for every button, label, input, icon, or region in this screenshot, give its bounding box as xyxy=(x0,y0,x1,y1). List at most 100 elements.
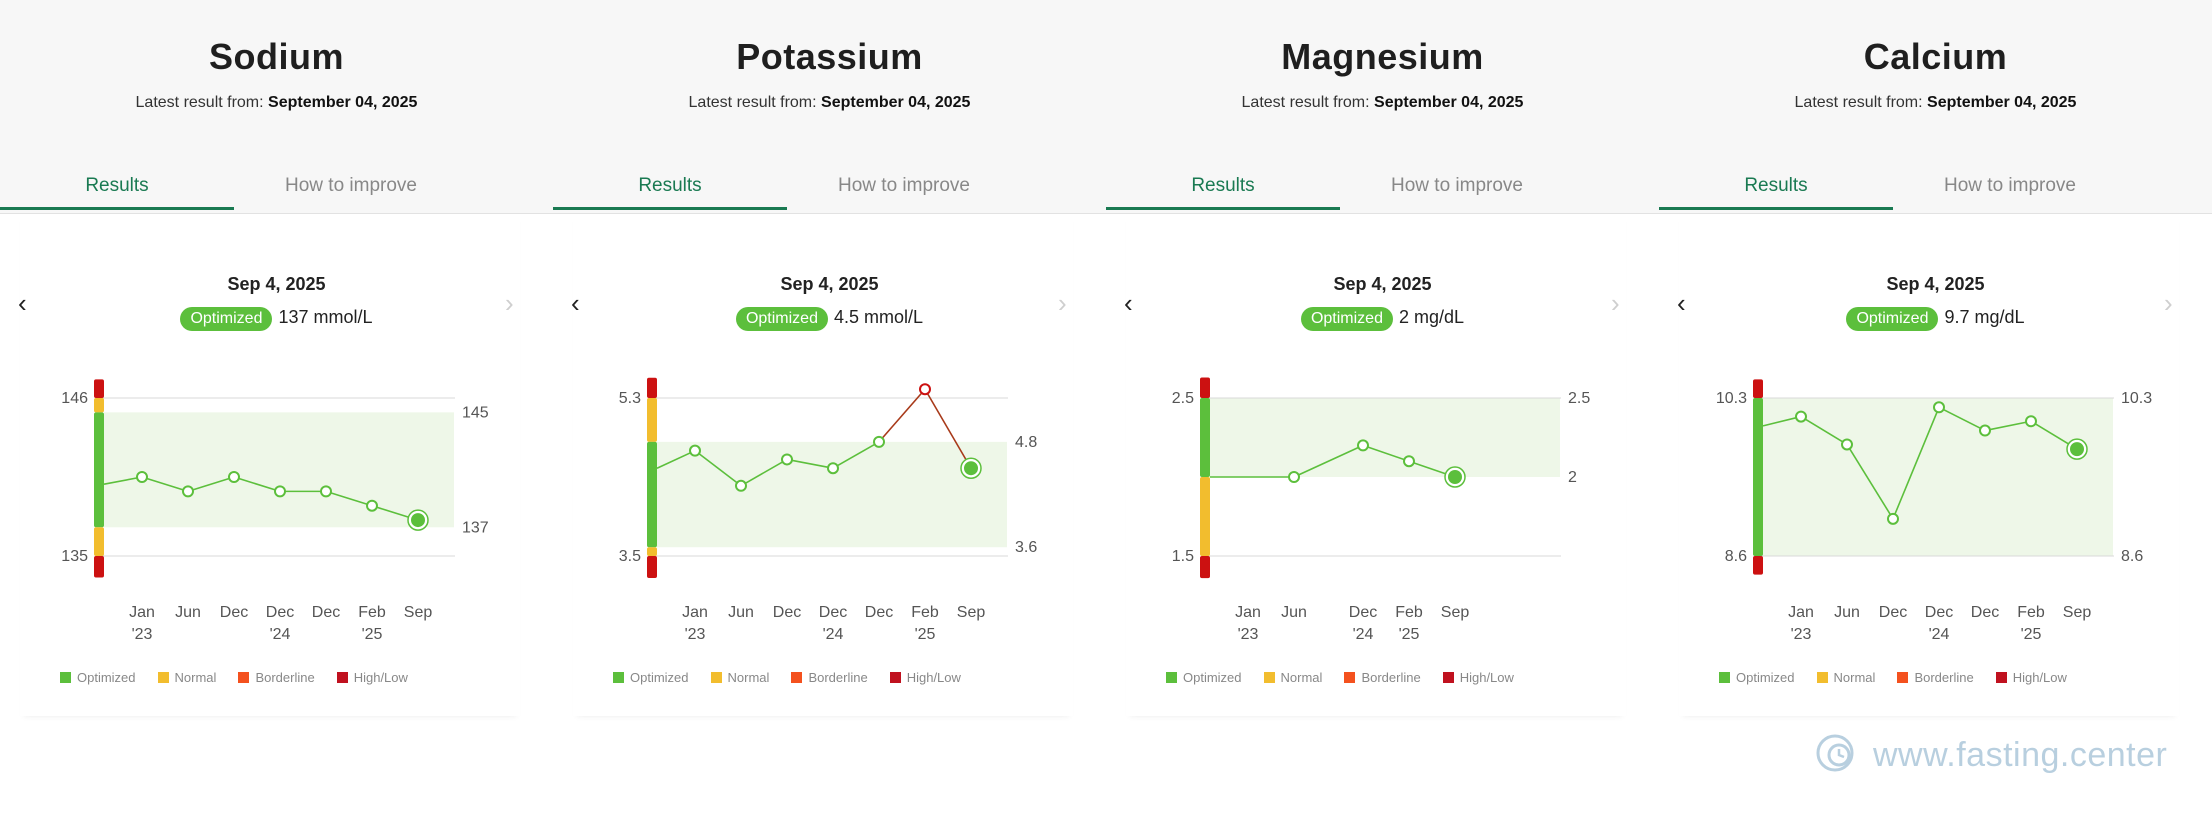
x-tick-label: Dec xyxy=(1349,604,1377,621)
series-line-segment xyxy=(141,476,189,493)
latest-result: Latest result from: September 04, 2025 xyxy=(1106,94,1659,112)
latest-prefix: Latest result from: xyxy=(1794,94,1923,111)
series-line-segment xyxy=(1362,444,1410,462)
data-point[interactable] xyxy=(1403,455,1415,468)
data-point[interactable] xyxy=(919,383,931,396)
x-tick-year-label: '25 xyxy=(362,626,383,643)
data-point[interactable] xyxy=(781,453,793,466)
legend-swatch xyxy=(157,672,169,683)
legend-swatch xyxy=(1719,672,1730,683)
optimal-range-band xyxy=(657,441,1007,548)
latest-date: September 04, 2025 xyxy=(1374,94,1524,111)
x-tick-year-label: '25 xyxy=(1399,626,1420,643)
status-badge: Optimized xyxy=(1300,307,1393,331)
range-label-right: 3.6 xyxy=(1015,539,1037,556)
chevron-left-icon[interactable]: ‹ xyxy=(1124,288,1133,318)
chart-legend: Optimized Normal Borderline High/Low xyxy=(1166,670,1536,685)
series-line-segment xyxy=(1984,420,2032,432)
range-label-right: 8.6 xyxy=(2121,548,2143,565)
panel-potassium: Potassium Latest result from: September … xyxy=(553,0,1106,814)
chevron-left-icon[interactable]: ‹ xyxy=(18,288,27,318)
range-label-right: 2 xyxy=(1568,469,1577,486)
line-chart: 2.5 1.5 2.5 2 Jan '23 Jun Dec '24 Feb '25 Sep xyxy=(1172,377,1590,643)
data-point[interactable] xyxy=(689,444,701,457)
y-tick-label-left: 1.5 xyxy=(1172,548,1194,565)
data-point[interactable] xyxy=(274,485,286,498)
chevron-right-icon[interactable]: › xyxy=(1611,288,1620,318)
legend-label: High/Low xyxy=(353,670,408,685)
tab-how-to-improve[interactable]: How to improve xyxy=(1944,175,2076,196)
range-gauge-segment xyxy=(94,379,104,398)
data-point[interactable] xyxy=(827,462,839,475)
latest-data-point[interactable] xyxy=(2070,442,2084,457)
data-point[interactable] xyxy=(1795,410,1807,423)
data-point[interactable] xyxy=(366,499,378,512)
latest-data-point[interactable] xyxy=(411,513,425,528)
current-date: Sep 4, 2025 xyxy=(1333,274,1432,294)
current-date: Sep 4, 2025 xyxy=(1886,274,1985,294)
panel-sodium: Sodium Latest result from: September 04,… xyxy=(0,0,553,814)
data-point[interactable] xyxy=(1841,438,1853,451)
series-line-segment xyxy=(878,388,926,443)
x-tick-label: Dec xyxy=(312,604,340,621)
tab-how-to-improve[interactable]: How to improve xyxy=(838,175,970,196)
chevron-left-icon[interactable]: ‹ xyxy=(1677,288,1686,318)
series-line-segment xyxy=(1938,406,1986,432)
data-point[interactable] xyxy=(182,485,194,498)
tab-results[interactable]: Results xyxy=(1191,175,1255,196)
latest-data-point[interactable] xyxy=(1448,470,1462,484)
legend-item: Normal xyxy=(157,670,216,685)
legend-swatch xyxy=(336,672,348,683)
y-tick-label-left: 146 xyxy=(61,390,88,407)
legend-label: Optimized xyxy=(1736,670,1795,685)
x-tick-year-label: '23 xyxy=(685,626,706,643)
panel-title: Calcium xyxy=(1863,36,2008,77)
latest-result: Latest result from: September 04, 2025 xyxy=(553,94,1106,112)
x-tick-label: Sep xyxy=(404,604,433,621)
data-point[interactable] xyxy=(1979,424,1991,437)
series-line-segment xyxy=(1892,406,1940,520)
data-point[interactable] xyxy=(1887,512,1899,525)
chevron-right-icon[interactable]: › xyxy=(2164,288,2173,318)
legend-swatch xyxy=(1816,672,1828,683)
x-tick-year-label: '23 xyxy=(1238,626,1259,643)
data-point[interactable] xyxy=(1933,401,1945,414)
chevron-left-icon[interactable]: ‹ xyxy=(571,288,580,318)
data-point[interactable] xyxy=(1288,471,1300,483)
y-tick-label-left: 2.5 xyxy=(1172,390,1194,407)
tab-how-to-improve[interactable]: How to improve xyxy=(285,175,417,196)
data-point[interactable] xyxy=(136,471,148,483)
range-gauge-segment xyxy=(647,441,657,548)
status-badge: Optimized xyxy=(1846,307,1939,331)
data-point[interactable] xyxy=(228,471,240,483)
tab-results[interactable]: Results xyxy=(1744,175,1808,196)
range-gauge-segment xyxy=(1753,379,1763,398)
tab-how-to-improve[interactable]: How to improve xyxy=(1391,175,1523,196)
latest-date: September 04, 2025 xyxy=(1927,94,2077,111)
legend-item: High/Low xyxy=(1995,670,2067,685)
data-point[interactable] xyxy=(735,479,747,492)
x-tick-label: Jan xyxy=(1235,604,1261,621)
data-point[interactable] xyxy=(2025,415,2037,428)
data-point[interactable] xyxy=(873,435,885,448)
x-tick-label: Sep xyxy=(957,604,986,621)
chevron-right-icon[interactable]: › xyxy=(505,288,514,318)
y-tick-label-left: 3.5 xyxy=(619,548,641,565)
line-chart: 5.3 3.5 4.8 3.6 Jan '23 Jun Dec Dec '24 Dec Feb '25 S… xyxy=(619,377,1037,643)
legend-label: Normal xyxy=(1833,670,1876,685)
legend-label: Borderline xyxy=(1914,670,1974,685)
panel-title: Sodium xyxy=(209,36,344,77)
tab-results[interactable]: Results xyxy=(638,175,702,196)
data-point[interactable] xyxy=(1357,439,1369,452)
range-gauge-segment xyxy=(94,527,104,556)
chevron-right-icon[interactable]: › xyxy=(1058,288,1067,318)
data-point[interactable] xyxy=(320,485,332,498)
tab-results[interactable]: Results xyxy=(85,175,149,196)
optimal-range-band xyxy=(1763,398,2113,556)
latest-data-point[interactable] xyxy=(964,461,978,476)
optimal-range-band xyxy=(104,412,454,528)
legend-swatch xyxy=(1995,672,2007,683)
optimal-range-band xyxy=(1210,398,1560,477)
current-value: 137 mmol/L xyxy=(278,307,373,327)
legend-item: Borderline xyxy=(791,670,868,685)
